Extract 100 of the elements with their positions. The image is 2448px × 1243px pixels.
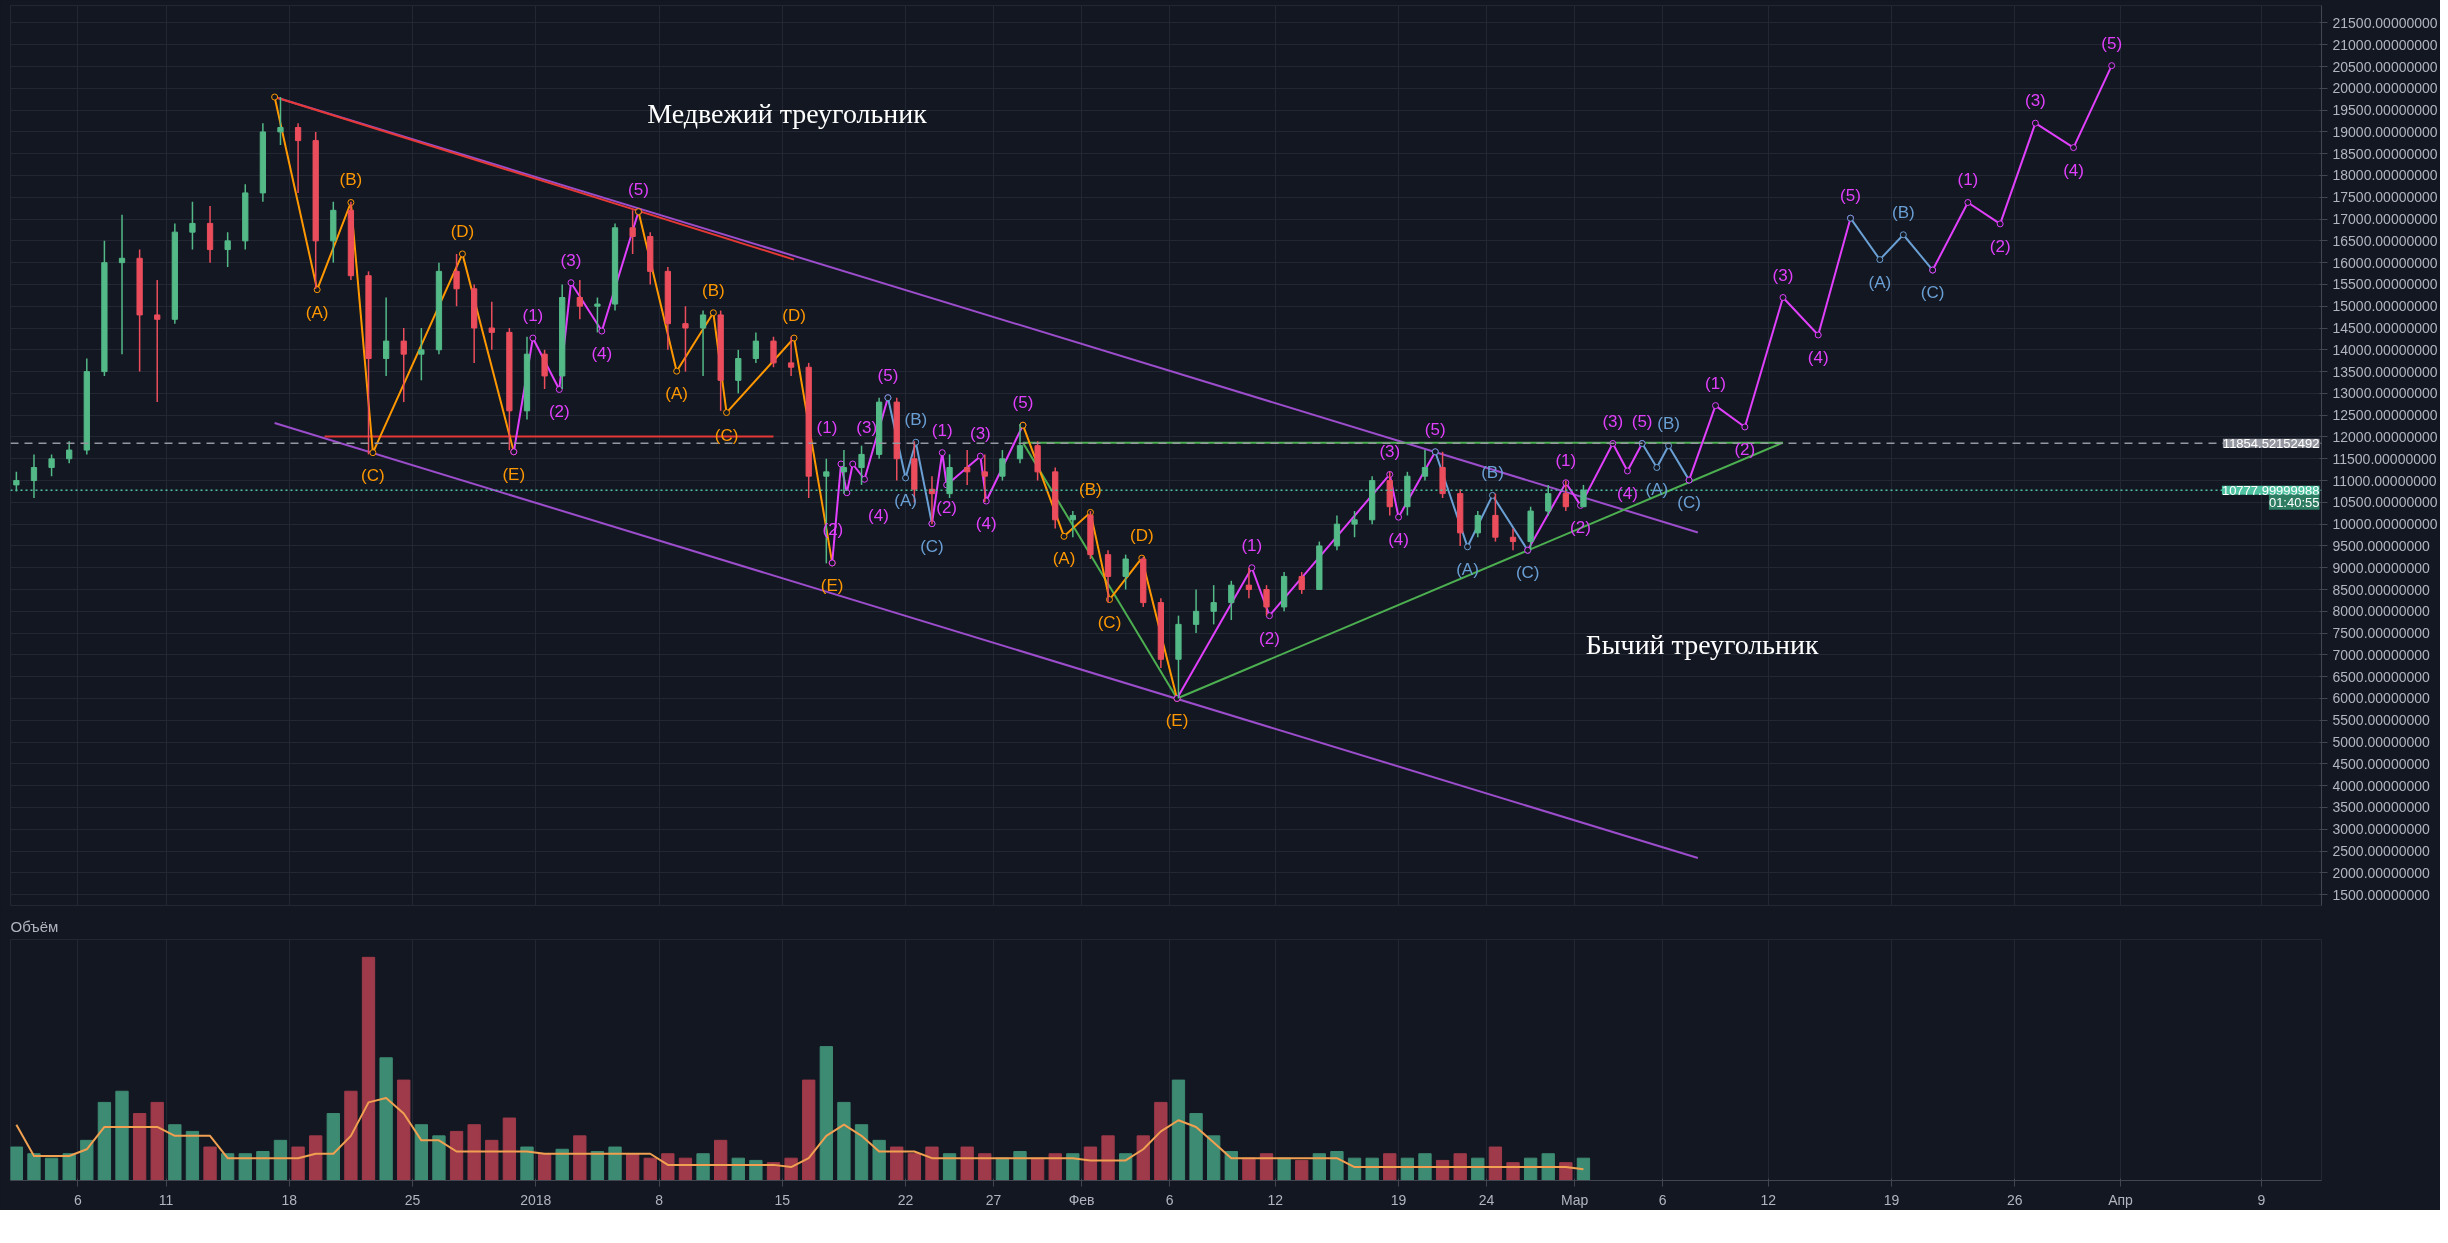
annotation: (1) [522, 306, 544, 326]
annotation: (5) [1424, 419, 1446, 439]
y-tick-label: 18500.00000000 [2332, 145, 2438, 162]
y-tick-label: 11000.00000000 [2332, 472, 2437, 489]
annotation: Медвежий треугольник [647, 98, 928, 129]
y-tick-label: 2000.00000000 [2332, 864, 2431, 881]
annotation: (3) [1772, 265, 1794, 285]
x-tick-label: Фев [1068, 1191, 1095, 1208]
annotation: (1) [1241, 535, 1263, 555]
annotation: (3) [856, 418, 878, 437]
y-tick-label: 7000.00000000 [2332, 646, 2431, 663]
annotation: (1) [1555, 450, 1577, 470]
annotation: (2) [548, 402, 570, 422]
x-tick-label: 8 [655, 1191, 664, 1208]
annotation: (C) [1515, 563, 1540, 583]
annotation: (B) [1891, 202, 1915, 222]
annotation: (E) [502, 464, 526, 484]
y-tick-label: 15500.00000000 [2332, 276, 2438, 293]
x-tick-label: 19 [1883, 1191, 1900, 1208]
annotation: (3) [2024, 91, 2046, 111]
y-tick-label: 6000.00000000 [2332, 690, 2431, 707]
annotation: (5) [877, 365, 899, 385]
annotation: (A) [1052, 549, 1076, 569]
y-tick-label: 10500.00000000 [2332, 494, 2438, 511]
x-tick-label: 26 [2007, 1191, 2023, 1208]
annotation: (3) [1602, 411, 1624, 431]
x-tick-label: 19 [1390, 1191, 1407, 1208]
x-tick-label: 6 [74, 1191, 83, 1208]
y-tick-label: 21000.00000000 [2332, 36, 2438, 53]
annotation: (5) [2101, 33, 2123, 53]
y-tick-label: 20000.00000000 [2332, 80, 2438, 97]
annotation: (A) [1456, 559, 1479, 579]
annotation: (D) [450, 221, 475, 241]
annotation: (5) [1012, 393, 1034, 413]
annotation: (C) [1920, 283, 1945, 303]
annotation: (A) [1645, 480, 1669, 500]
annotation: (5) [628, 179, 649, 199]
y-tick-label: 18000.00000000 [2332, 167, 2438, 184]
y-tick-label: 12500.00000000 [2332, 407, 2438, 424]
annotation: (3) [560, 250, 582, 270]
y-tick-label: 14500.00000000 [2332, 320, 2438, 337]
x-tick-label: 24 [1478, 1191, 1495, 1208]
x-tick-label: 22 [897, 1191, 914, 1208]
y-tick-label: 16500.00000000 [2332, 232, 2438, 249]
annotation: (5) [1631, 411, 1653, 431]
y-tick-label: 19500.00000000 [2332, 102, 2438, 119]
ref-line-label: 11854.52152492 [2222, 435, 2320, 451]
annotation: (4) [868, 506, 889, 526]
y-tick-label: 9000.00000000 [2332, 559, 2431, 576]
annotation: (4) [1807, 347, 1829, 367]
annotation: (C) [1677, 493, 1701, 513]
y-tick-label: 13000.00000000 [2332, 385, 2438, 402]
annotation: (A) [665, 384, 688, 404]
x-tick-label: 6 [1165, 1191, 1174, 1208]
y-tick-label: 17500.00000000 [2332, 189, 2438, 206]
annotation: (A) [1868, 272, 1892, 292]
annotation: (C) [1097, 612, 1122, 632]
annotation: (1) [816, 418, 838, 437]
y-tick-label: 19000.00000000 [2332, 123, 2438, 140]
annotation: (4) [2063, 160, 2084, 180]
chart-title: Объём [10, 917, 59, 935]
annotation: (B) [339, 170, 363, 190]
y-tick-label: 10000.00000000 [2332, 516, 2438, 533]
annotation: (3) [1379, 442, 1401, 462]
y-tick-label: 14000.00000000 [2332, 341, 2438, 358]
x-tick-label: 18 [281, 1191, 298, 1208]
y-tick-label: 3500.00000000 [2332, 799, 2431, 816]
annotation: (1) [1705, 373, 1726, 393]
y-tick-label: 11500.00000000 [2332, 450, 2437, 467]
y-tick-label: 8000.00000000 [2332, 603, 2431, 620]
annotation: (3) [970, 424, 991, 444]
y-tick-label: 13500.00000000 [2332, 363, 2438, 380]
annotation: (D) [1129, 526, 1154, 546]
annotation: (B) [702, 280, 725, 300]
annotation: (5) [1840, 186, 1861, 206]
annotation: (D) [782, 306, 806, 326]
y-tick-label: 21500.00000000 [2332, 14, 2438, 31]
annotation: (E) [820, 575, 844, 595]
annotation: (4) [1617, 483, 1638, 503]
annotation: (1) [1957, 170, 1979, 190]
annotation: (4) [1388, 530, 1409, 550]
y-tick-label: 15000.00000000 [2332, 298, 2438, 315]
annotation: (B) [1657, 413, 1680, 433]
annotation: Бычий треугольник [1585, 629, 1820, 660]
annotation: (2) [1734, 439, 1756, 459]
x-tick-label: 11 [158, 1191, 174, 1208]
y-tick-label: 20500.00000000 [2332, 58, 2438, 75]
y-tick-label: 8500.00000000 [2332, 581, 2431, 598]
x-tick-label: Апр [2108, 1191, 2134, 1208]
x-tick-label: 12 [1267, 1191, 1284, 1208]
y-tick-label: 6500.00000000 [2332, 668, 2431, 685]
x-tick-label: 12 [1760, 1191, 1777, 1208]
y-tick-label: 16000.00000000 [2332, 254, 2438, 271]
y-tick-label: 2500.00000000 [2332, 843, 2431, 860]
annotation: (B) [1079, 480, 1102, 500]
annotation: 01:40:55 [2268, 494, 2320, 510]
annotation: (E) [1165, 711, 1189, 731]
annotation: (2) [936, 497, 958, 517]
annotation: (4) [975, 514, 997, 534]
y-tick-label: 7500.00000000 [2332, 625, 2431, 642]
